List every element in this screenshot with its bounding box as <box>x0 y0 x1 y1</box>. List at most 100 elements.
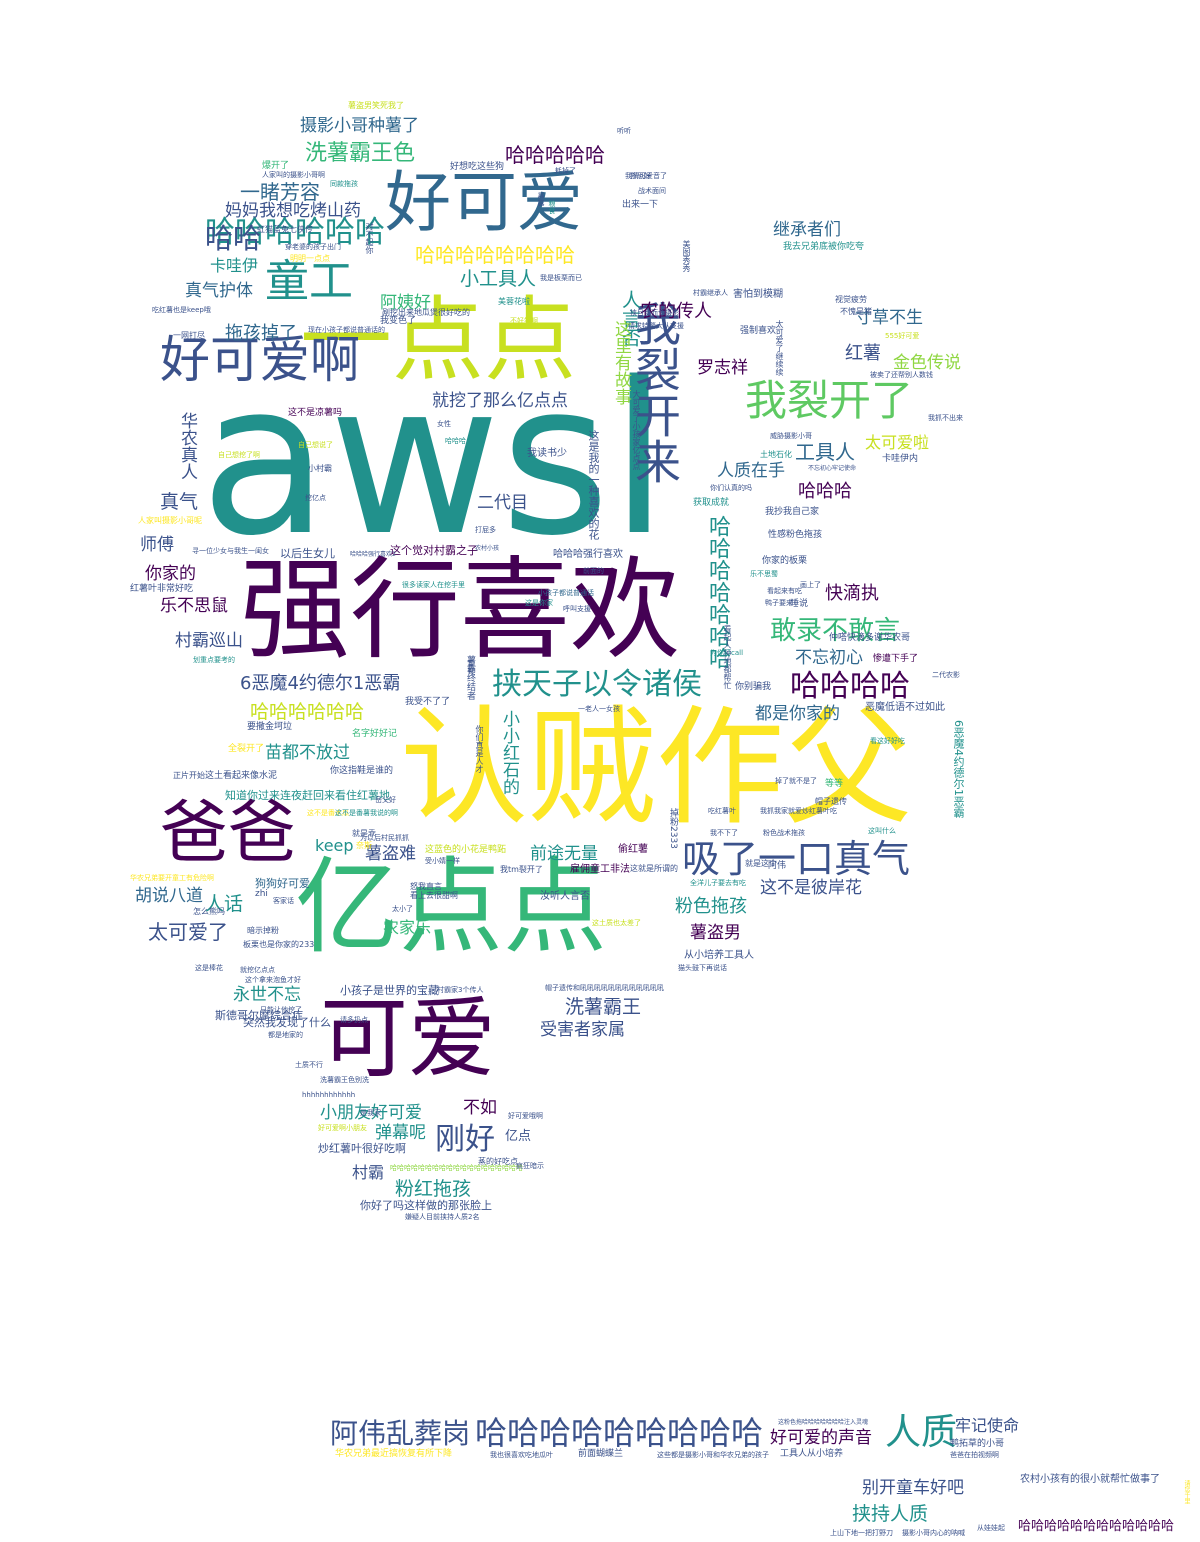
cloud-word: 就挖了那么亿点点 <box>432 391 568 411</box>
cloud-word: 都是你家的 <box>755 704 840 724</box>
cloud-word: 不如 <box>463 1098 497 1118</box>
cloud-word: 爸爸在拍视频啊 <box>950 1451 999 1459</box>
cloud-word: 人家叫的摄影小哥啊 <box>262 171 325 179</box>
cloud-word: 看起来有吃 <box>767 587 802 595</box>
cloud-word: 从娃娃起 <box>977 1524 1005 1532</box>
cloud-word: 我不下了 <box>710 829 738 837</box>
cloud-word: 胡说八道 <box>135 886 203 906</box>
cloud-word: 乐不思鼠 <box>160 596 228 616</box>
cloud-word: 惨遭下手了 <box>873 654 919 664</box>
cloud-word: 哈哈哈强行喜欢2 <box>350 551 396 558</box>
cloud-word: 我裂开了 <box>745 376 914 425</box>
cloud-word: 鸭拓草的小哥 <box>950 1439 1005 1449</box>
cloud-word: 阿姨好 <box>380 293 431 313</box>
cloud-word: 前途无量 <box>530 844 598 864</box>
cloud-word: 真气 <box>160 491 199 513</box>
cloud-word: 华农真人 <box>177 412 197 480</box>
cloud-word: 女性 <box>437 420 451 428</box>
cloud-word: 明明一点点 <box>290 254 330 263</box>
cloud-word: 这不是番木瓜 <box>307 809 349 817</box>
cloud-word: 偷红薯 <box>618 844 648 855</box>
cloud-word: 6恶魔4约德尔1恶霸 <box>240 673 401 694</box>
cloud-word: 人质 <box>885 1412 958 1453</box>
cloud-word: 好可爱啊 <box>160 331 360 389</box>
cloud-word: 不愧是猪 <box>840 307 872 316</box>
cloud-word: awsl <box>200 337 669 582</box>
cloud-word: 这蓝色的小花是鸭跖 <box>425 845 507 855</box>
cloud-word: 斯德哥尔摩综合症 <box>215 1009 303 1022</box>
cloud-word: 为你打call <box>710 649 744 657</box>
cloud-word: 摄影小哥内心的呐喊 <box>902 1529 965 1537</box>
cloud-word: 哈哈哈哈哈 <box>505 143 605 167</box>
cloud-word: 农村小孩 <box>475 545 500 552</box>
cloud-word: 划重点要考的 <box>193 656 235 664</box>
cloud-word: 卡哇伊内 <box>882 454 919 464</box>
cloud-word: 哈哈哈哈哈哈 <box>205 215 385 250</box>
cloud-word: 童工 <box>265 256 353 307</box>
cloud-word: 怒我直言 <box>410 882 442 891</box>
cloud-word: 哈哈哈哈哈哈哈哈哈 <box>475 1414 764 1452</box>
cloud-word: 村霸 <box>352 1163 385 1182</box>
cloud-word: 一睹芳容 <box>240 180 320 204</box>
cloud-word: 这个拿来泡鱼才好 <box>245 976 301 984</box>
cloud-word: 我裂开来 <box>628 300 682 484</box>
cloud-word: 粉色拖孩 <box>675 896 747 917</box>
cloud-word: 爸爸 <box>160 794 297 873</box>
cloud-word: 人言否 <box>619 290 641 347</box>
cloud-word: 不忘初心 <box>795 648 863 668</box>
cloud-word: 人质在手 <box>717 461 785 481</box>
cloud-word: 村霸继承人 <box>693 289 728 297</box>
cloud-word: 画上了 <box>800 581 821 589</box>
cloud-word: 寸草不生 <box>855 308 923 328</box>
cloud-word: 弹幕呢 <box>375 1123 426 1143</box>
cloud-word: 我受不了了 <box>405 697 451 707</box>
cloud-word: 吃红薯也是keep哦 <box>152 306 211 314</box>
cloud-word: 刚好 <box>435 1122 495 1157</box>
cloud-word: 被卖了还帮别人数钱 <box>870 371 933 379</box>
cloud-word: 名字好好记 <box>352 729 398 739</box>
cloud-word: 就是乖 <box>352 829 376 838</box>
cloud-word: 大可爱了小孩家亿点点 <box>632 390 641 470</box>
cloud-word: 上山下地一把打野刀 <box>830 1529 893 1537</box>
cloud-word: 这不是凉薯吗 <box>288 408 343 418</box>
cloud-word: 哈哈哈哈 <box>790 669 910 704</box>
cloud-word: 一老人一女孩 <box>578 705 620 713</box>
cloud-word: 性感粉色拖孩 <box>768 530 823 540</box>
cloud-word: 我是板栗而已 <box>540 274 582 282</box>
cloud-word: 哈哈哈强行喜欢 <box>553 549 623 560</box>
cloud-word: 人家叫摄影小哥呢 <box>138 516 202 525</box>
cloud-word: 我猜可爱音了 <box>625 172 667 180</box>
cloud-word: 永世不忘 <box>233 985 301 1005</box>
cloud-word: 吃红薯叶 <box>708 807 736 815</box>
cloud-word: 薯盗难 <box>365 844 416 864</box>
cloud-word: 炒红薯叶很好吃啊 <box>318 1142 406 1155</box>
cloud-word: 你家的 <box>145 564 196 584</box>
cloud-word: 农家乐 <box>383 918 432 937</box>
cloud-word: 师傅 <box>140 535 174 555</box>
cloud-word: 你好了吗这样做的那张脸上 <box>360 1199 492 1212</box>
cloud-word: 洗薯霸王色别洗 <box>320 1076 369 1084</box>
cloud-word: 不好笑啊 <box>510 317 538 325</box>
cloud-word: 前面蝴蝶兰 <box>578 1449 624 1459</box>
cloud-word: 人话 <box>205 893 244 915</box>
cloud-word: 粮食 <box>548 200 556 214</box>
cloud-word: 疯狂暗示 <box>516 1162 544 1170</box>
cloud-word: 村霸家3个传人 <box>437 986 484 994</box>
cloud-word: 继承者们 <box>773 220 841 240</box>
cloud-word: 请求特警大队支援 <box>628 322 684 330</box>
cloud-word: 华农兄弟要开童工有危险啊 <box>130 874 214 882</box>
cloud-word: 哈哈哈 <box>798 481 852 502</box>
cloud-word: 前面的 <box>583 567 604 575</box>
cloud-word: 一网打尽 <box>173 331 205 340</box>
cloud-word: 可爱 <box>320 987 497 1090</box>
cloud-word: 睡说 <box>790 599 809 609</box>
cloud-word: 掉粉2333 <box>668 808 678 849</box>
cloud-word: 看上去很甜啊 <box>410 891 458 900</box>
cloud-word: 我tm裂开了 <box>500 865 543 874</box>
cloud-word: 强制喜欢 <box>740 326 777 336</box>
cloud-word: 自己想说了 <box>298 441 333 449</box>
cloud-word: 视觉疲劳 <box>835 295 867 304</box>
cloud-word: 二代目 <box>477 493 528 513</box>
cloud-word: 哈哈哈哈哈哈哈哈 <box>415 243 575 267</box>
cloud-word: 一点点 <box>300 287 577 394</box>
